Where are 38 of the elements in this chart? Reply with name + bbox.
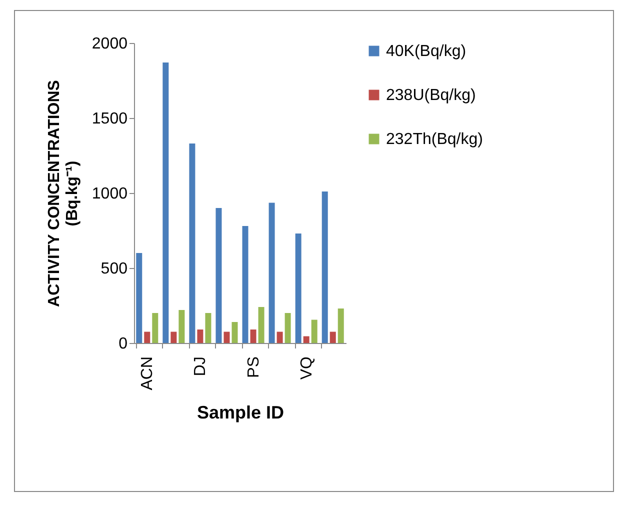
y-tick-label: 2000 — [92, 36, 128, 52]
legend-label: 40K(Bq/kg) — [386, 43, 466, 60]
bar — [144, 332, 150, 343]
bar — [311, 320, 318, 343]
x-axis-title: Sample ID — [196, 402, 284, 422]
bar — [338, 308, 344, 343]
bar — [216, 208, 222, 343]
bar — [197, 330, 204, 343]
y-tick-label: 500 — [100, 260, 128, 278]
bar — [170, 332, 177, 343]
bar — [189, 144, 196, 343]
bar — [242, 226, 248, 343]
y-tick-label: 1000 — [92, 186, 128, 202]
bar — [303, 336, 310, 343]
bar — [330, 332, 336, 343]
legend-label: 238U(Bq/kg) — [386, 87, 476, 104]
bar — [162, 62, 169, 343]
bar — [205, 313, 212, 343]
x-tick-label: PS — [245, 356, 262, 378]
bar — [258, 307, 264, 343]
bar — [295, 234, 302, 343]
y-axis-title: ACTIVITY CONCENTRATIONS (Bq.kg⁻¹) — [46, 80, 81, 307]
bar — [178, 310, 185, 343]
bar — [232, 322, 238, 343]
bar — [284, 313, 291, 343]
y-tick-label: 0 — [118, 336, 128, 352]
x-tick-label: ACN — [139, 356, 156, 390]
bar — [152, 313, 158, 343]
bar — [268, 202, 275, 343]
bar — [136, 253, 142, 343]
bar — [250, 330, 256, 343]
x-tick-label: VQ — [298, 356, 316, 380]
bar — [322, 192, 328, 343]
y-tick-label: 1500 — [92, 110, 128, 128]
bar — [224, 332, 230, 343]
x-tick-label: DJ — [192, 356, 210, 376]
legend-label: 232Th(Bq/kg) — [386, 131, 483, 148]
bar — [276, 332, 283, 343]
